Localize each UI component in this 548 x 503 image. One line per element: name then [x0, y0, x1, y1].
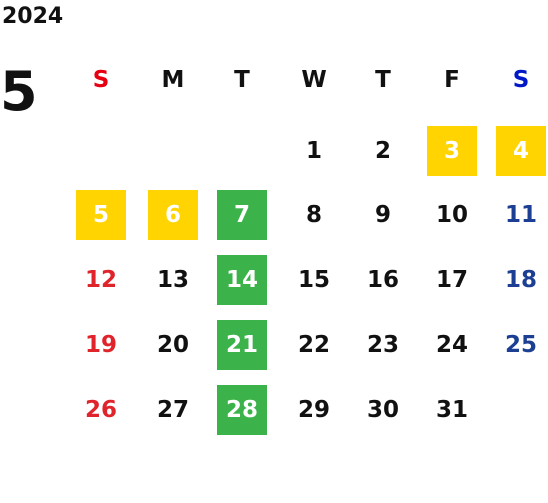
day-highlighted: 3 — [427, 126, 477, 176]
day: 1 — [305, 138, 322, 164]
month: 5 — [0, 60, 38, 123]
day: 26 — [84, 397, 117, 423]
day: 22 — [297, 332, 330, 358]
day: 31 — [435, 397, 468, 423]
day-highlighted: 21 — [217, 320, 267, 370]
day-highlighted: 14 — [217, 255, 267, 305]
weekday: T — [234, 67, 250, 93]
day: 25 — [504, 332, 537, 358]
weekday: T — [375, 67, 391, 93]
day: 13 — [156, 267, 189, 293]
day-highlighted: 6 — [148, 190, 198, 240]
day: 11 — [504, 202, 537, 228]
weekday: S — [92, 67, 110, 93]
weekday: M — [161, 67, 185, 93]
day: 2 — [374, 138, 391, 164]
day: 24 — [435, 332, 468, 358]
day: 23 — [366, 332, 399, 358]
day: 17 — [435, 267, 468, 293]
day: 27 — [156, 397, 189, 423]
day: 10 — [435, 202, 468, 228]
weekday: F — [444, 67, 460, 93]
year: 2024 — [2, 4, 64, 29]
day-highlighted: 5 — [76, 190, 126, 240]
day: 20 — [156, 332, 189, 358]
day: 29 — [297, 397, 330, 423]
day: 9 — [374, 202, 391, 228]
day: 19 — [84, 332, 117, 358]
day: 16 — [366, 267, 399, 293]
day-highlighted: 7 — [217, 190, 267, 240]
day: 12 — [84, 267, 117, 293]
weekday: S — [512, 67, 530, 93]
day-highlighted: 4 — [496, 126, 546, 176]
day: 15 — [297, 267, 330, 293]
day: 18 — [504, 267, 537, 293]
day-highlighted: 28 — [217, 385, 267, 435]
day: 8 — [305, 202, 322, 228]
weekday: W — [301, 67, 327, 93]
day: 30 — [366, 397, 399, 423]
